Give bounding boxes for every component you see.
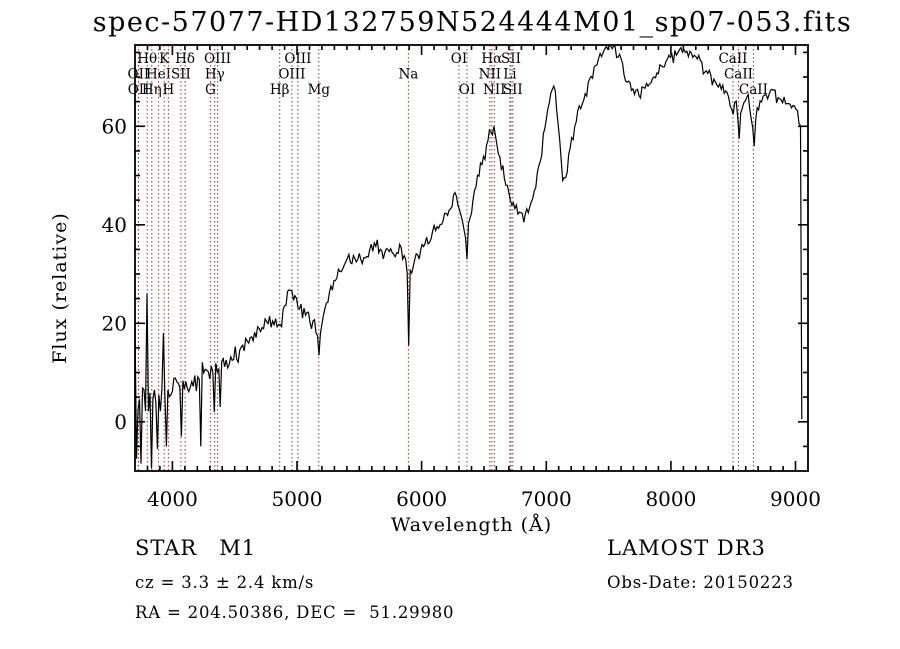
- spectral-line-label: CaII: [739, 82, 768, 98]
- spectral-line-label: Mg: [308, 82, 331, 98]
- spectral-line-label: SII: [503, 82, 523, 98]
- spectral-line-label: NII: [483, 82, 505, 98]
- spectral-line-label: Hβ: [270, 82, 290, 98]
- spectral-line-label: OII: [128, 82, 150, 98]
- spectral-line-label: OI: [451, 51, 467, 67]
- spectrum-trace: [134, 44, 803, 469]
- spectral-line-label: Hδ: [175, 51, 195, 67]
- x-tick-label: 6000: [396, 487, 447, 511]
- x-tick-label: 8000: [645, 487, 696, 511]
- survey-release: LAMOST DR3: [607, 536, 766, 560]
- spectral-line-label: Hγ: [205, 67, 225, 83]
- spectral-line-label: SII: [501, 51, 521, 67]
- spectral-line-label: HeI: [146, 67, 171, 83]
- spectral-line-label: OI: [459, 82, 475, 98]
- object-class: STAR: [135, 536, 198, 560]
- cz-value: cz = 3.3 ± 2.4 km/s: [135, 573, 315, 592]
- spectral-line-label: Li: [503, 67, 517, 83]
- spectral-line-label: OIII: [284, 51, 311, 67]
- spectral-line-label: NII: [479, 67, 501, 83]
- spectral-line-label: G: [205, 82, 216, 98]
- x-axis-title: Wavelength (Å): [391, 514, 552, 536]
- spectral-line-label: Hη: [142, 82, 162, 98]
- x-tick-label: 9000: [770, 487, 821, 511]
- x-tick-label: 7000: [521, 487, 572, 511]
- y-tick-label: 60: [102, 114, 127, 138]
- spectral-line-label: CaII: [718, 51, 747, 67]
- spectral-line-label: SII: [171, 67, 191, 83]
- plot-border: [134, 44, 809, 472]
- x-tick-label: 4000: [147, 487, 198, 511]
- ra-dec-value: RA = 204.50386, DEC = 51.29980: [135, 603, 455, 622]
- spectral-line-label: OIII: [204, 51, 231, 67]
- y-tick-label: 40: [102, 213, 127, 237]
- plot-title: spec-57077-HD132759N524444M01_sp07-053.f…: [92, 7, 853, 38]
- object-class-line: STAR M1: [135, 536, 256, 560]
- spectral-line-label: Hθ: [137, 51, 157, 67]
- spectral-line-label: Na: [398, 67, 418, 83]
- y-axis-title: Flux (relative): [49, 212, 71, 364]
- spectral-line-label: K: [159, 51, 170, 67]
- y-tick-label: 20: [102, 311, 127, 335]
- x-tick-label: 5000: [272, 487, 323, 511]
- spectral-line-label: OIII: [278, 67, 305, 83]
- spectral-line-label: CaII: [724, 67, 753, 83]
- y-tick-label: 0: [114, 410, 127, 434]
- axis-ticks: [135, 45, 808, 471]
- spectral-line-label: Hα: [481, 51, 502, 67]
- spectral-line-label: H: [163, 82, 175, 98]
- object-subclass: M1: [219, 536, 257, 560]
- obs-date: Obs-Date: 20150223: [607, 573, 794, 592]
